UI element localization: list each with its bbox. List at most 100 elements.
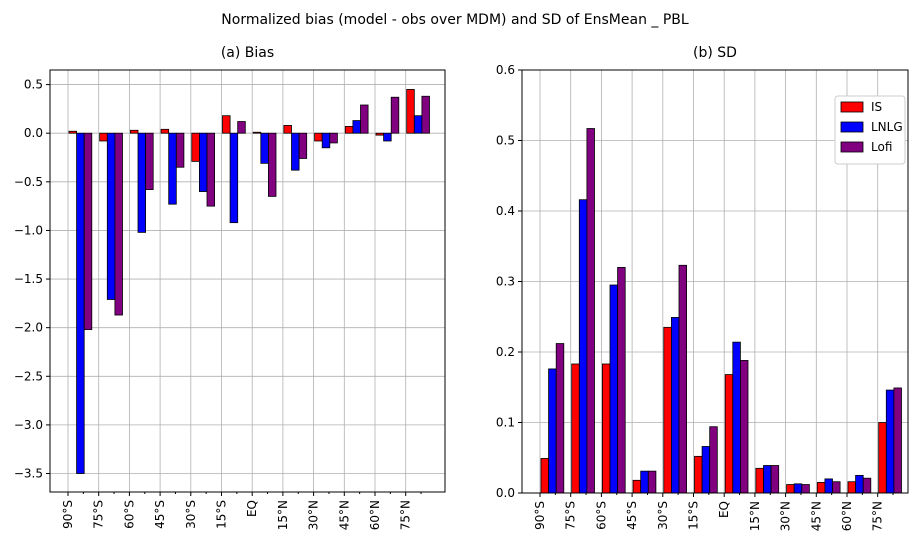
legend-swatch [840,141,864,153]
x-tick-label: 45°S [625,501,639,530]
figure-title: Normalized bias (model - obs over MDM) a… [221,12,689,28]
x-tick-label: EQ [717,501,731,518]
y-tick-label: −1.0 [14,223,43,237]
x-tick-label: 60°S [594,501,608,530]
bar [114,132,123,316]
legend-swatch [840,121,864,133]
x-tick-label: 90°S [61,500,75,529]
bar [160,128,170,134]
x-tick-label: 45°N [337,500,351,530]
bar [678,264,687,494]
bar [793,483,803,494]
x-tick-label: 60°N [840,501,854,531]
bar [68,130,77,134]
x-tick-label: 60°S [122,500,136,529]
bar [168,132,177,205]
bar [671,317,680,494]
bar [198,132,208,192]
plot-frame [49,69,446,493]
bar [229,132,239,224]
bar [586,128,595,494]
bar [824,478,833,494]
bar [801,484,810,494]
bar [252,131,262,134]
bar [763,465,772,494]
bar [344,125,354,134]
bar [617,266,626,494]
bar [832,481,841,494]
bar [740,360,749,494]
y-tick-label: 0.5 [24,78,43,92]
bar [847,481,856,494]
y-tick-label: −3.5 [14,467,43,481]
x-tick-label: 75°S [92,500,106,529]
bar [609,284,618,494]
bar [237,121,246,134]
x-tick-label: 15°N [748,501,762,531]
bar [329,132,338,144]
bar [321,132,331,149]
y-tick-label: −1.5 [14,272,43,286]
y-tick-label: −2.5 [14,369,43,383]
bar [786,484,795,494]
bar [145,132,154,190]
bar [663,326,672,494]
y-tick-label: 0.2 [496,345,515,359]
bar [314,132,323,142]
bar [352,120,361,134]
y-tick-label: −3.0 [14,418,43,432]
bar [76,132,85,474]
bar [578,199,588,494]
y-tick-label: 0.4 [496,204,515,218]
legend-label: IS [871,100,882,114]
subplot-title: (b) SD [693,45,737,61]
x-tick-label: 75°S [564,501,578,530]
bar [298,132,308,159]
bar [885,389,895,494]
bar [99,132,108,142]
bar [694,455,703,494]
bar [222,115,231,134]
bar [701,446,711,494]
bar [383,132,392,142]
bar [632,479,642,494]
x-tick-label: 30°N [779,501,793,531]
bar [406,89,415,134]
bar [129,129,139,134]
y-tick-label: 0.1 [496,416,515,430]
bar [571,363,580,494]
bar [83,132,93,331]
bar [413,115,423,134]
x-tick-label: 45°S [153,500,167,529]
x-tick-label: 60°N [368,500,382,530]
y-tick-label: −0.5 [14,175,43,189]
bar [267,132,277,197]
bar [421,95,430,134]
bar [175,132,185,168]
subplot-title: (a) Bias [221,45,274,61]
plot-frame [521,69,909,494]
x-tick-label: 30°S [184,500,198,529]
x-tick-label: 15°S [687,501,701,530]
bar [137,132,146,233]
bar [770,465,780,494]
bar [540,458,549,494]
bar [862,477,872,494]
bar [291,132,300,171]
x-tick-label: EQ [245,500,259,517]
bar [816,482,826,494]
bar [191,132,200,162]
legend-label: Lofi [871,140,892,154]
y-tick-label: 0.0 [24,126,43,140]
y-tick-label: 0.5 [496,134,515,148]
bar [602,363,611,494]
x-tick-label: 30°N [307,500,321,530]
x-tick-label: 75°N [871,501,885,531]
bar [375,132,384,136]
bar [640,470,649,494]
bar [878,422,887,494]
y-tick-label: 0.0 [496,486,515,500]
bar [732,341,741,494]
bar [755,467,764,494]
y-tick-label: 0.6 [496,63,515,77]
